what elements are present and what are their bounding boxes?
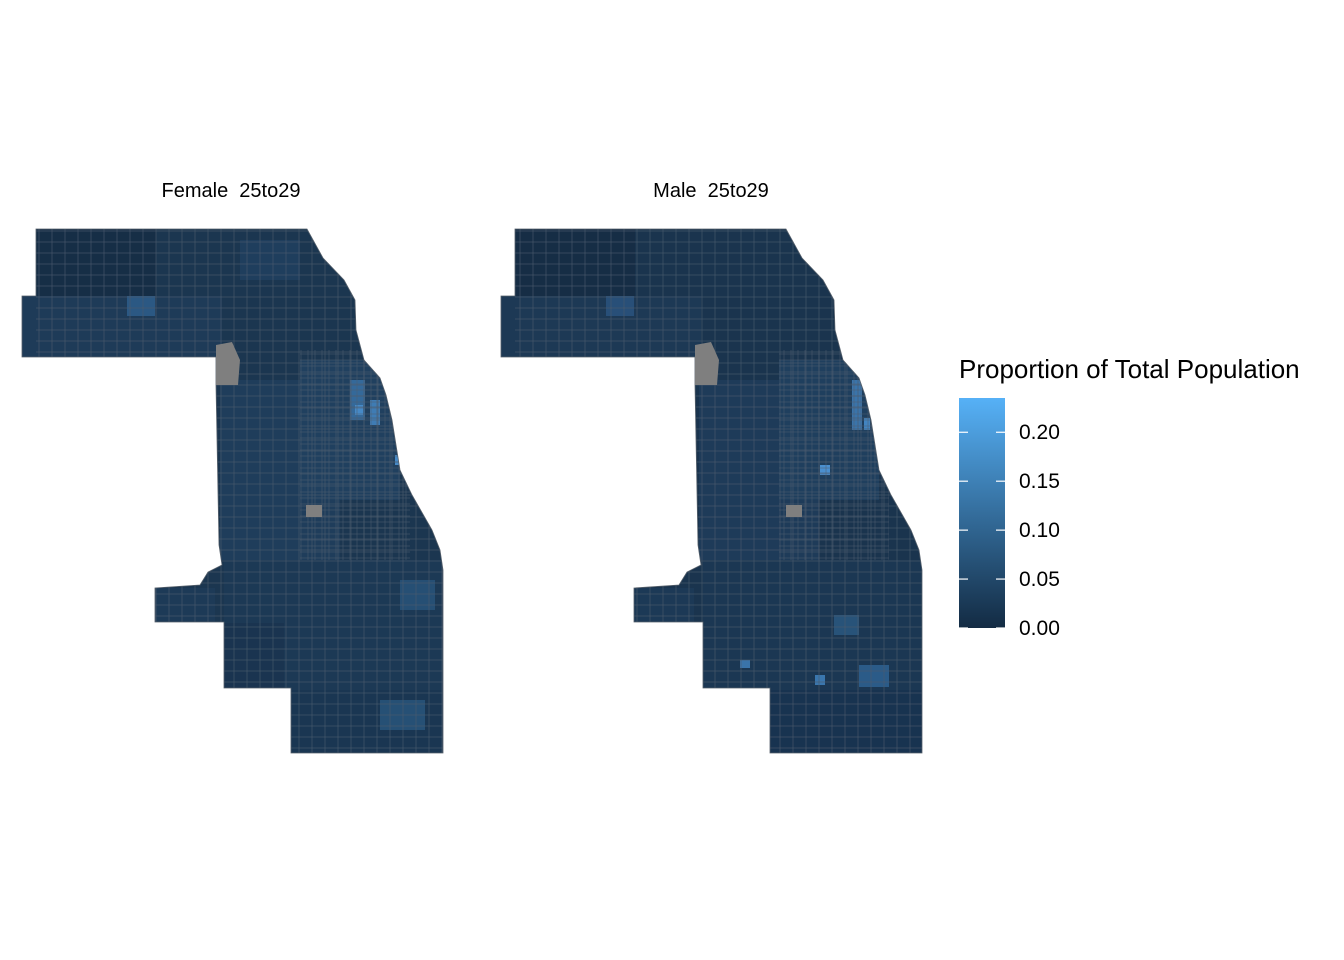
legend-tick-label: 0.05	[1019, 568, 1060, 592]
missing-area-midway-female	[306, 505, 322, 517]
legend-colorbar	[959, 398, 1005, 628]
missing-area-midway-male	[786, 505, 802, 517]
female-map	[21, 228, 444, 754]
legend-tick-label: 0.10	[1019, 519, 1060, 543]
missing-area-ohare-female	[216, 342, 240, 385]
legend-title: Proportion of Total Population	[959, 354, 1300, 384]
legend-tick-label: 0.20	[1019, 421, 1060, 445]
female-panel-title: Female 25to29	[161, 180, 301, 202]
legend-tick-label: 0.15	[1019, 470, 1060, 494]
legend-tick-marks	[959, 431, 1005, 629]
male-panel-title: Male 25to29	[653, 180, 769, 202]
male-map	[500, 228, 923, 754]
legend-tick-label: 0.00	[1019, 617, 1060, 640]
missing-area-ohare-male	[695, 342, 719, 385]
